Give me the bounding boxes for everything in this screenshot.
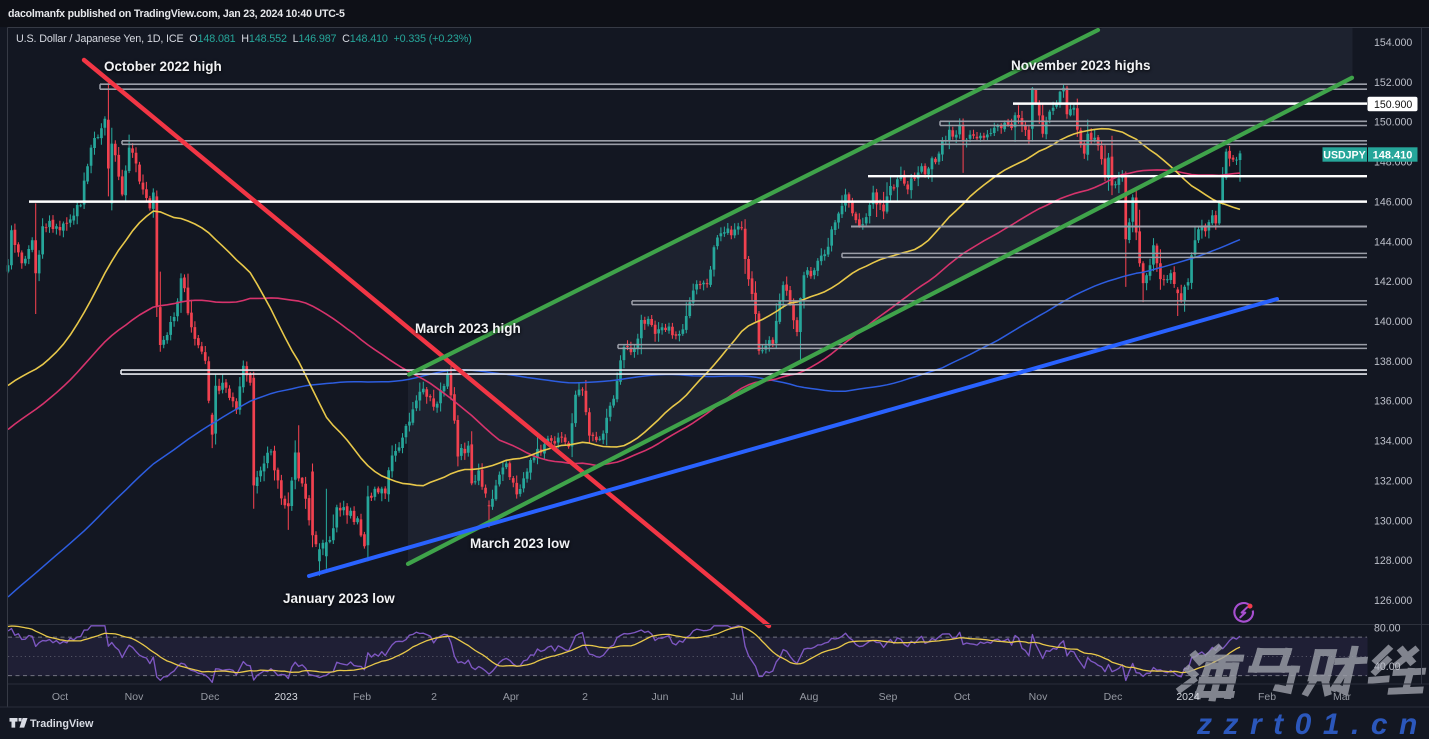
svg-text:128.000: 128.000 xyxy=(1374,555,1412,567)
svg-text:Dec: Dec xyxy=(1104,691,1123,703)
svg-text:144.000: 144.000 xyxy=(1374,236,1412,248)
svg-text:dacolmanfx published on Tradin: dacolmanfx published on TradingView.com,… xyxy=(8,8,345,20)
svg-text:132.000: 132.000 xyxy=(1374,475,1412,487)
svg-text:Feb: Feb xyxy=(1258,691,1276,703)
svg-text:Mar: Mar xyxy=(1333,691,1352,703)
svg-text:126.000: 126.000 xyxy=(1374,595,1412,607)
svg-text:152.000: 152.000 xyxy=(1374,77,1412,89)
svg-text:148.410: 148.410 xyxy=(1373,149,1413,161)
svg-text:March 2023 low: March 2023 low xyxy=(470,536,570,551)
svg-text:Aug: Aug xyxy=(800,691,819,703)
svg-text:136.000: 136.000 xyxy=(1374,396,1412,408)
svg-text:Oct: Oct xyxy=(52,691,68,703)
svg-text:TradingView: TradingView xyxy=(30,718,94,730)
svg-text:Jun: Jun xyxy=(652,691,669,703)
svg-text:Feb: Feb xyxy=(353,691,371,703)
svg-text:2024: 2024 xyxy=(1176,691,1200,703)
svg-text:Apr: Apr xyxy=(503,691,520,703)
svg-text:2: 2 xyxy=(431,691,437,703)
svg-text:October 2022 high: October 2022 high xyxy=(104,59,222,74)
svg-text:40.00: 40.00 xyxy=(1374,661,1401,673)
svg-text:140.000: 140.000 xyxy=(1374,316,1412,328)
svg-text:Jul: Jul xyxy=(730,691,743,703)
svg-text:2023: 2023 xyxy=(274,691,298,703)
svg-text:Oct: Oct xyxy=(954,691,970,703)
svg-text:150.900: 150.900 xyxy=(1374,99,1412,111)
svg-text:U.S. Dollar / Japanese Yen, 1D: U.S. Dollar / Japanese Yen, 1D, ICE O148… xyxy=(16,33,472,45)
svg-text:80.00: 80.00 xyxy=(1374,623,1401,635)
svg-text:Nov: Nov xyxy=(1029,691,1048,703)
svg-text:130.000: 130.000 xyxy=(1374,515,1412,527)
svg-text:zzrt01.cn: zzrt01.cn xyxy=(1196,708,1429,739)
svg-text:Nov: Nov xyxy=(125,691,144,703)
svg-text:USDJPY: USDJPY xyxy=(1323,149,1365,161)
svg-text:134.000: 134.000 xyxy=(1374,436,1412,448)
svg-text:Dec: Dec xyxy=(201,691,220,703)
svg-text:142.000: 142.000 xyxy=(1374,276,1412,288)
svg-text:2: 2 xyxy=(582,691,588,703)
svg-text:146.000: 146.000 xyxy=(1374,196,1412,208)
svg-text:150.000: 150.000 xyxy=(1374,117,1412,129)
svg-text:March 2023 high: March 2023 high xyxy=(415,321,521,336)
svg-text:Sep: Sep xyxy=(879,691,898,703)
svg-text:138.000: 138.000 xyxy=(1374,356,1412,368)
svg-text:January 2023 low: January 2023 low xyxy=(283,591,395,606)
svg-text:154.000: 154.000 xyxy=(1374,37,1412,49)
svg-text:November 2023 highs: November 2023 highs xyxy=(1011,58,1151,73)
